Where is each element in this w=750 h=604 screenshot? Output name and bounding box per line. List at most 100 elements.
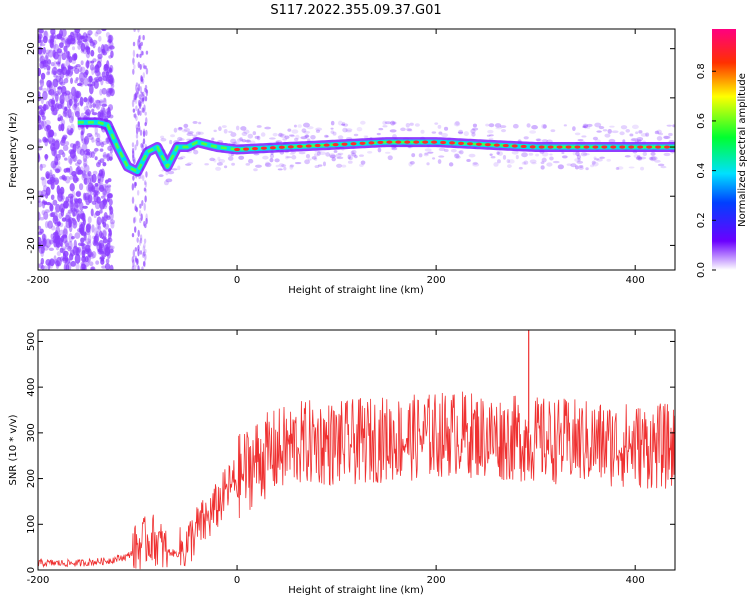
spectrogram-speckle [143,187,147,192]
spectrogram-ridge-peak [234,147,241,152]
spectrogram-speckle [59,81,66,86]
spectrogram-speckle [61,174,66,180]
spectrogram-speckle [78,66,83,73]
spectrogram-speckle [228,130,233,134]
spectrogram-speckle [253,168,258,172]
spectrogram-speckle [95,230,100,238]
spectrogram-speckle [59,247,64,254]
spectrogram-speckle [132,57,135,65]
spectrogram-speckle [131,196,135,204]
spectrogram-speckle [79,96,84,107]
spectrogram-speckle [287,128,292,132]
spectrogram-speckle [193,149,199,155]
spectrogram-speckle [457,150,462,154]
spectrogram-speckle [143,259,147,268]
spectrogram-speckle [132,108,136,113]
spectrogram-speckle [98,35,102,42]
spectrogram-speckle [102,161,107,167]
spectrogram-ridge-peak [466,142,473,146]
spectrogram-speckle [377,147,382,153]
spectrogram-speckle [110,221,115,229]
spectrogram-speckle [86,98,90,108]
spectrogram-speckle [409,122,414,126]
spectrogram-speckle [230,132,237,137]
spectrogram-speckle [178,138,185,141]
spectrogram-speckle [348,156,353,161]
spectrogram-speckle [139,237,143,244]
spectrogram-speckle [41,115,46,121]
spectrogram-speckle [640,166,645,171]
spectrogram-speckle [204,163,209,166]
spectrogram-speckle [574,158,581,162]
spectrogram-speckle [38,196,41,203]
spectrogram-speckle [315,129,321,133]
spectrogram-speckle [102,221,107,228]
spectrogram-speckle [136,53,139,58]
spectrogram-speckle [472,162,480,167]
spectrogram-speckle [39,120,45,130]
spectrogram-speckle [132,249,136,258]
spectrogram-speckle [211,137,215,141]
spectrogram-speckle [74,162,81,167]
spectrogram-speckle [71,235,75,240]
spectrogram-speckle [637,155,641,160]
spectrogram-speckle [76,228,83,233]
spectrogram-speckle [75,140,79,147]
spectrogram-speckle [134,205,137,212]
spectrogram-speckle [108,80,114,85]
spectrogram-speckle [95,137,101,142]
spectrogram-speckle [64,93,70,103]
spectrogram-speckle [42,91,48,101]
spectrogram-speckle [88,261,94,267]
spectrogram-speckle [322,161,326,167]
spectrogram-speckle [85,151,90,159]
spectrogram-speckle [62,110,67,117]
spectrogram-speckle [192,120,198,124]
spectrogram-speckle [272,132,278,137]
spectrogram-speckle [586,123,593,127]
spectrogram-speckle [42,35,48,44]
spectrogram-speckle [277,133,284,138]
spectrogram-speckle [45,49,51,54]
spectrogram-speckle [140,97,143,104]
spectrogram-speckle [97,222,101,231]
spectrogram-speckle [99,250,105,254]
spectrogram-speckle [337,152,344,156]
spectrogram-speckle [304,159,310,165]
spectrogram-speckle [82,192,87,201]
spectrogram-speckle [325,135,330,138]
spectrogram-speckle [572,126,576,132]
spectrogram-speckle [624,155,631,158]
spectrogram-speckle [663,135,669,140]
spectrogram-speckle [75,92,81,98]
spectrogram-speckle [39,55,45,64]
spectrogram-speckle [574,165,579,170]
spectrogram-speckle [101,170,105,176]
spectrogram-speckle [142,138,146,145]
spectrogram-speckle [142,260,146,267]
spectrogram-speckle [521,152,528,158]
spectrogram-speckle [347,154,351,160]
spectrogram-speckle [100,48,106,55]
spectrogram-speckle [246,139,250,143]
spectrogram-speckle [106,251,111,259]
spectrogram-speckle [102,230,107,238]
spectrogram-speckle [142,174,145,182]
spectrogram-speckle [144,111,147,116]
spectrogram-speckle [63,263,67,270]
spectrogram-speckle [668,132,673,137]
spectrogram-speckle [265,161,270,167]
spectrogram-speckle [245,139,252,143]
snr-y-tick-label: 200 [26,469,37,488]
spectrogram-speckle [107,192,113,199]
snr-x-tick-label: 400 [626,575,645,586]
spectrogram-speckle [100,141,105,148]
spectrogram-speckle [591,160,596,165]
spectrogram-speckle [74,102,80,107]
spectrogram-speckle [67,64,71,74]
spectrogram-speckle [549,153,553,156]
spectrogram-speckle [132,49,136,58]
spectrogram-speckle [83,77,89,87]
spectrogram-speckle [629,133,634,137]
spectrogram-speckle [55,203,61,213]
